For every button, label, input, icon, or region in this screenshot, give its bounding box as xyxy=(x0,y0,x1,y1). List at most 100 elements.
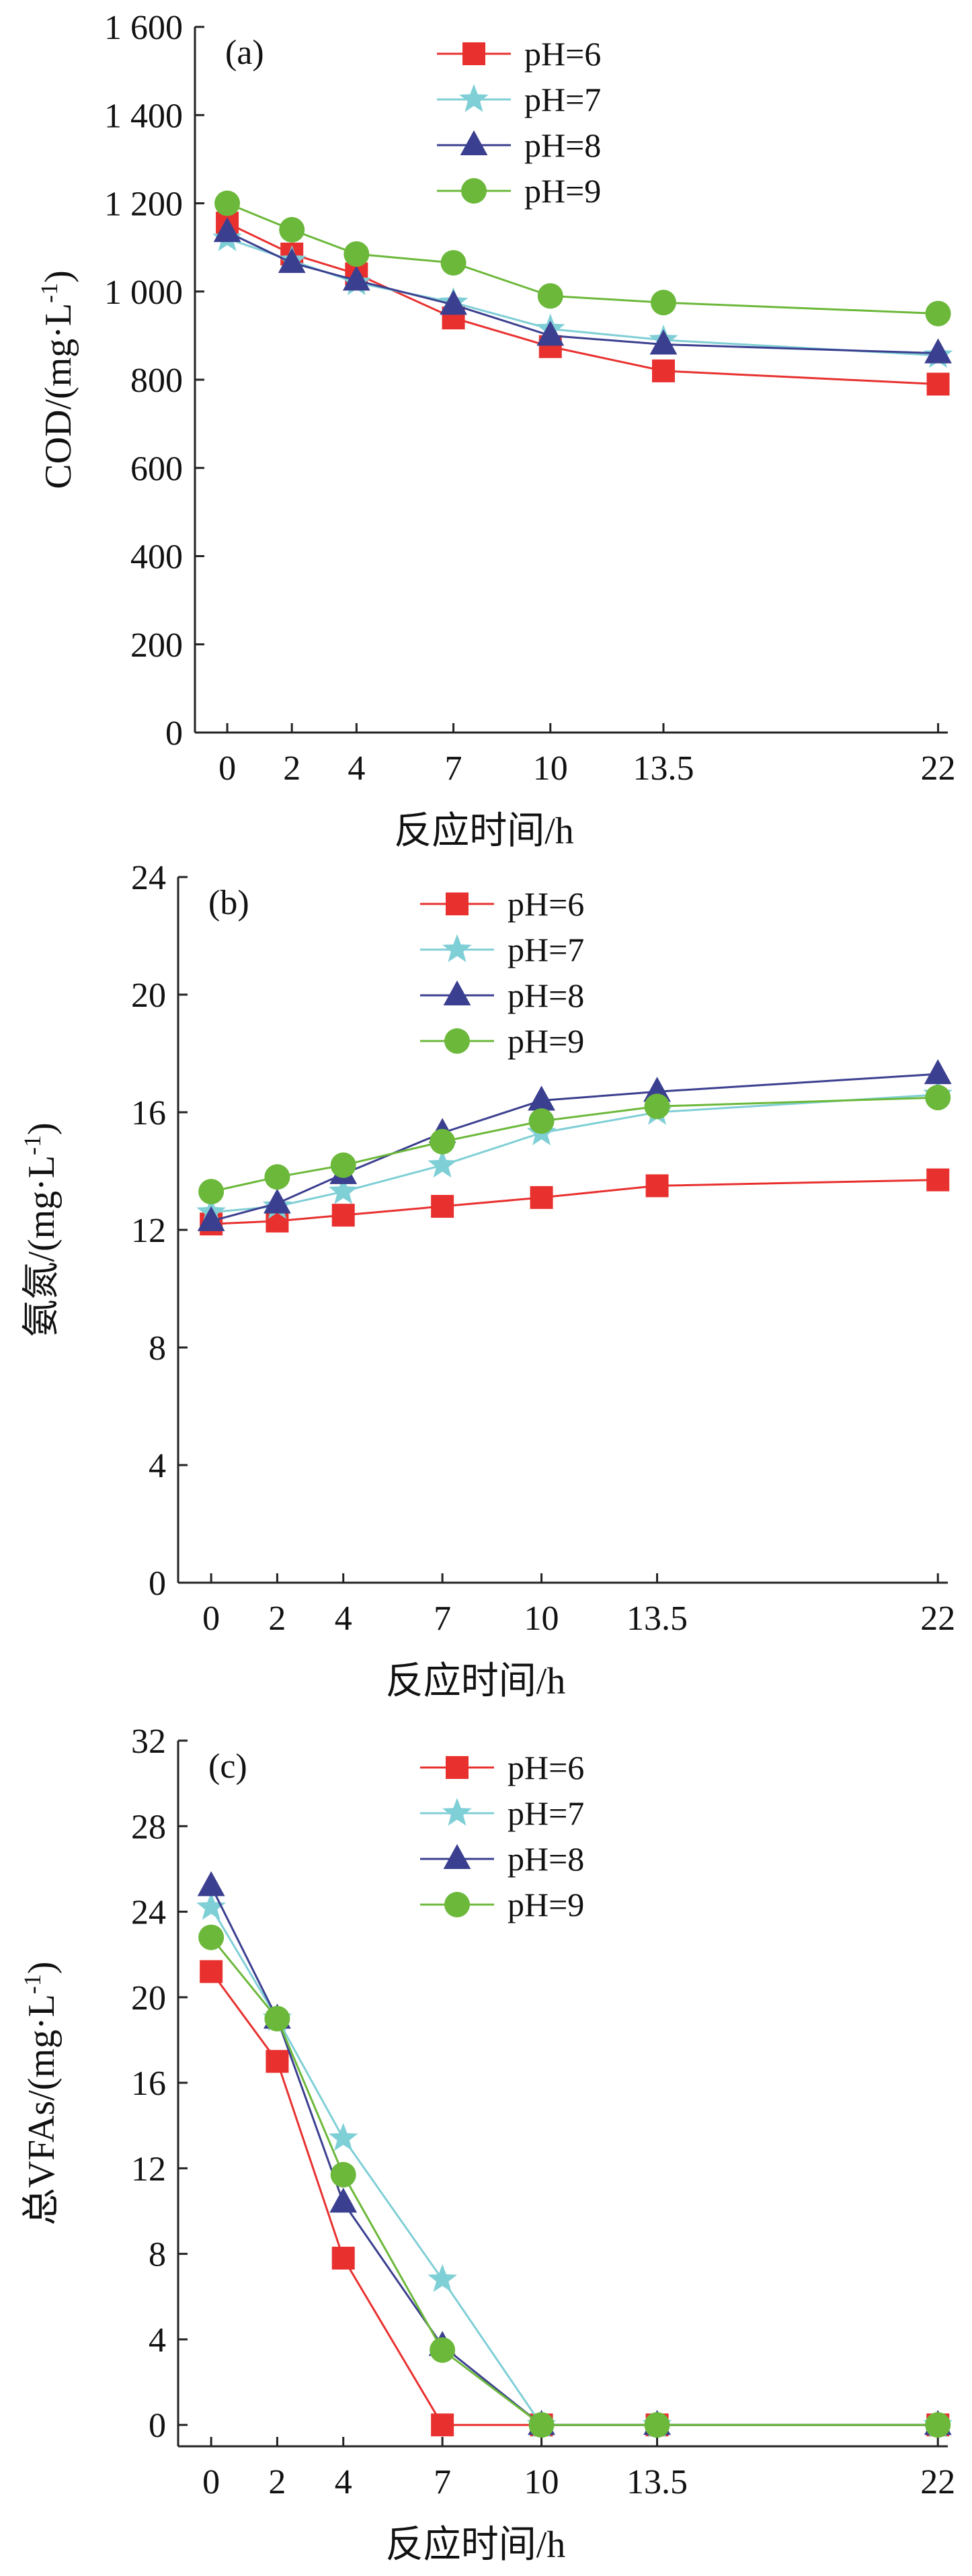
x-tick-label: 4 xyxy=(348,749,365,788)
data-point xyxy=(924,338,952,364)
y-tick-label: 0 xyxy=(149,1565,166,1603)
data-point xyxy=(330,1152,356,1178)
data-point xyxy=(644,1093,670,1120)
x-tick-label: 0 xyxy=(202,1599,220,1638)
data-point xyxy=(644,2412,670,2438)
legend-marker xyxy=(460,130,488,155)
data-point xyxy=(343,241,370,267)
x-tick-label: 4 xyxy=(335,2463,352,2501)
data-point xyxy=(328,1176,358,1204)
y-tick-label: 400 xyxy=(130,538,183,577)
data-point xyxy=(328,2122,358,2151)
legend-marker xyxy=(461,178,487,204)
x-tick-label: 7 xyxy=(434,1599,451,1638)
data-point xyxy=(431,1195,454,1218)
y-axis-title-tail: ) xyxy=(21,1122,63,1135)
data-point xyxy=(440,290,467,315)
data-point xyxy=(925,300,951,327)
data-point xyxy=(924,1058,952,1085)
data-point xyxy=(197,1871,225,1897)
data-point xyxy=(342,265,370,291)
y-tick-label: 4 xyxy=(149,1447,166,1485)
legend-marker xyxy=(459,84,489,112)
legend-label: pH=9 xyxy=(508,1022,584,1060)
legend-marker xyxy=(444,1892,470,1917)
legend-label: pH=7 xyxy=(524,81,601,118)
x-tick-label: 2 xyxy=(268,2463,286,2501)
series-pH8 xyxy=(197,1871,952,2436)
y-tick-label: 1 000 xyxy=(104,274,183,312)
x-tick-label: 2 xyxy=(268,1599,286,1638)
legend-label: pH=6 xyxy=(508,885,584,923)
y-axis-title-superscript: -1 xyxy=(19,1135,46,1155)
legend-marker xyxy=(443,980,471,1005)
legend: pH=6 pH=7 pH=8 pH=9 xyxy=(420,1749,584,1923)
legend: pH=6 pH=7 pH=8 pH=9 xyxy=(437,35,601,210)
y-tick-label: 20 xyxy=(131,1979,166,2018)
series-line xyxy=(227,231,938,355)
series-line xyxy=(210,1907,938,2426)
data-point xyxy=(645,1174,669,1198)
legend-marker xyxy=(442,1798,472,1826)
x-tick-label: 13.5 xyxy=(626,2463,688,2501)
series-pH8 xyxy=(213,217,952,364)
x-tick-label: 2 xyxy=(283,749,300,788)
y-tick-label: 12 xyxy=(131,1212,166,1250)
series-pH7 xyxy=(196,1892,953,2438)
series-pH9 xyxy=(198,1085,951,1205)
data-point xyxy=(643,1077,671,1102)
data-point xyxy=(279,216,305,243)
data-point xyxy=(440,250,467,276)
data-point xyxy=(331,2247,355,2270)
y-tick-label: 8 xyxy=(149,1329,166,1368)
series-line xyxy=(210,1073,938,1222)
legend-label: pH=8 xyxy=(508,1840,584,1878)
x-tick-label: 22 xyxy=(920,2463,955,2501)
chart-panel-a: 0 200 400 600 800 1 000 1 200 1 400 1 600 0 2 4 7 10 1… xyxy=(36,9,956,852)
data-point xyxy=(530,1186,553,1209)
legend-label: pH=9 xyxy=(524,172,601,210)
data-point xyxy=(198,1179,225,1205)
y-tick-label: 12 xyxy=(131,2150,166,2188)
x-axis-title: 反应时间/h xyxy=(386,2524,566,2566)
y-tick-label: 24 xyxy=(131,859,166,897)
y-tick-label: 24 xyxy=(131,1894,166,1932)
series-pH6 xyxy=(200,1960,950,2437)
y-axis-title: COD/(mg·L-1) xyxy=(36,270,79,489)
x-tick-label: 7 xyxy=(445,749,462,788)
data-point xyxy=(536,321,565,346)
y-tick-label: 0 xyxy=(149,2407,166,2445)
data-point xyxy=(428,1149,457,1178)
data-point xyxy=(650,290,676,316)
series-pH9 xyxy=(214,190,951,327)
series-pH6 xyxy=(200,1168,950,1236)
panel-label: (b) xyxy=(208,884,249,922)
data-point xyxy=(266,2050,289,2073)
legend-marker xyxy=(442,934,472,962)
data-point xyxy=(214,190,241,216)
y-axis-title: 总VFAs/(mg·L-1) xyxy=(19,1962,63,2226)
series-line xyxy=(211,1179,938,1225)
data-point xyxy=(528,2412,555,2438)
y-axis-title-main: COD/(mg·L xyxy=(38,303,79,489)
x-tick-label: 0 xyxy=(202,2463,220,2501)
y-axis-title-main: 总VFAs/(mg·L xyxy=(21,1994,63,2225)
y-tick-label: 16 xyxy=(131,1094,166,1132)
data-point xyxy=(537,283,563,309)
legend-label: pH=6 xyxy=(524,35,601,73)
data-point xyxy=(430,2337,456,2363)
data-point xyxy=(528,1108,555,1134)
x-tick-label: 0 xyxy=(218,749,236,788)
legend-marker xyxy=(446,1756,469,1779)
legend-label: pH=7 xyxy=(508,931,584,968)
x-tick-label: 10 xyxy=(533,749,568,788)
panel-label: (a) xyxy=(225,34,264,72)
x-axis-title: 反应时间/h xyxy=(386,1661,566,1702)
y-tick-label: 8 xyxy=(149,2236,166,2274)
data-point xyxy=(430,1128,456,1155)
x-tick-label: 22 xyxy=(921,749,956,788)
legend-marker xyxy=(446,892,469,915)
y-tick-label: 32 xyxy=(131,1722,166,1761)
